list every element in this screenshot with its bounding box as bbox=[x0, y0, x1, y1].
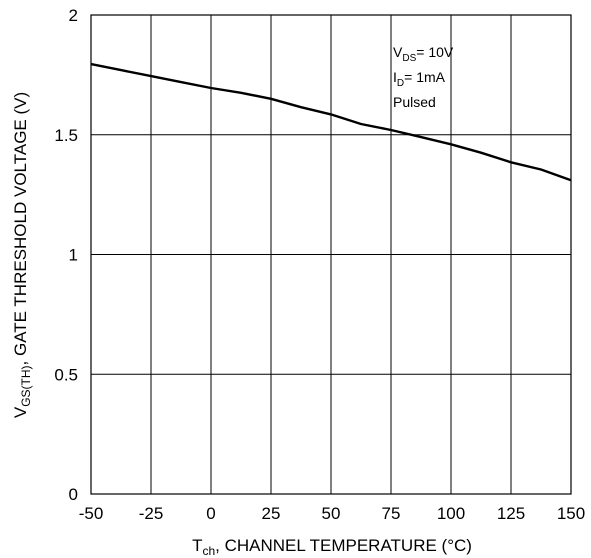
annotation-id-subscript: D bbox=[397, 78, 404, 89]
x-tick-label: 50 bbox=[322, 504, 341, 523]
annotation-id-value: = 1mA bbox=[404, 69, 446, 85]
x-tick-labels: -50 -25 0 25 50 75 100 125 150 bbox=[79, 504, 585, 523]
annotation-id-symbol: I bbox=[393, 69, 397, 85]
y-tick-label: 1.5 bbox=[54, 126, 78, 145]
y-axis-label-symbol: V bbox=[11, 406, 30, 418]
x-tick-label: 0 bbox=[206, 504, 215, 523]
annotation-vds-subscript: DS bbox=[402, 53, 416, 64]
x-axis-label-symbol: T bbox=[192, 536, 202, 555]
annotation-vds: VDS= 10V bbox=[393, 44, 454, 64]
y-tick-label: 2 bbox=[69, 6, 78, 25]
series-layer bbox=[90, 62, 572, 182]
x-axis-label: Tch, CHANNEL TEMPERATURE (°C) bbox=[192, 536, 472, 558]
x-tick-label: -25 bbox=[139, 504, 164, 523]
x-axis-label-text: , CHANNEL TEMPERATURE (°C) bbox=[215, 536, 472, 555]
y-axis-label-subscript: GS(TH) bbox=[19, 365, 33, 406]
y-axis-label: VGS(TH), GATE THRESHOLD VOLTAGE (V) bbox=[11, 92, 33, 418]
y-tick-label: 0.5 bbox=[54, 365, 78, 384]
y-tick-labels: 0 0.5 1 1.5 2 bbox=[54, 6, 78, 504]
x-tick-label: 100 bbox=[437, 504, 465, 523]
grid bbox=[90, 14, 572, 495]
x-tick-label: 25 bbox=[262, 504, 281, 523]
x-axis-label-subscript: ch bbox=[202, 544, 215, 558]
y-axis-label-text: , GATE THRESHOLD VOLTAGE (V) bbox=[11, 92, 30, 366]
x-tick-label: 75 bbox=[382, 504, 401, 523]
x-tick-label: -50 bbox=[79, 504, 104, 523]
y-tick-label: 1 bbox=[69, 246, 78, 265]
annotation-pulsed: Pulsed bbox=[393, 94, 436, 110]
x-tick-label: 150 bbox=[557, 504, 585, 523]
conditions-annotation: VDS= 10V ID= 1mA Pulsed bbox=[393, 44, 454, 110]
annotation-vds-symbol: V bbox=[393, 44, 403, 60]
annotation-id: ID= 1mA bbox=[393, 69, 446, 89]
y-tick-label: 0 bbox=[69, 485, 78, 504]
x-tick-label: 125 bbox=[497, 504, 525, 523]
plot-frame bbox=[90, 14, 572, 495]
annotation-vds-value: = 10V bbox=[416, 44, 454, 60]
series-line bbox=[90, 62, 572, 182]
